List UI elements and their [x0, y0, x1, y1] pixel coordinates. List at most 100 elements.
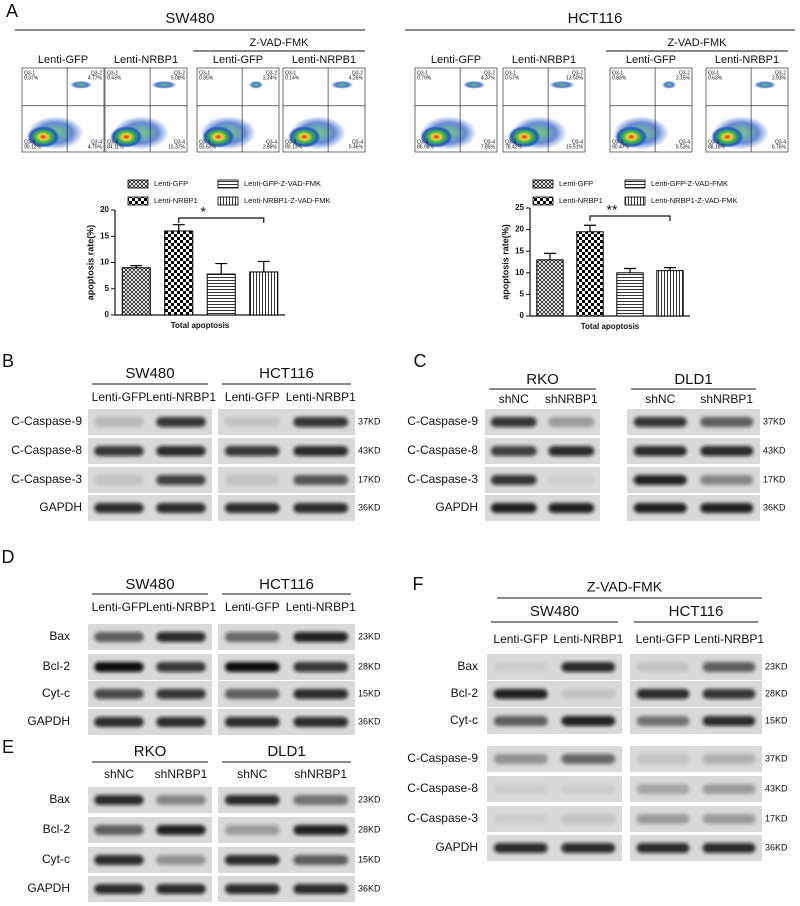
- band: [94, 717, 144, 727]
- error-bar: [257, 260, 270, 272]
- cell-cloud: [287, 125, 321, 148]
- group-header: HCT116: [669, 603, 724, 620]
- lane-label: Lenti-NRBP1: [286, 600, 356, 614]
- band: [293, 689, 349, 699]
- sample-label: Lenti-NRPB1: [292, 54, 356, 66]
- quadrant-name: Q3-3: [107, 139, 118, 145]
- y-tick-label: 15: [100, 231, 109, 240]
- band: [561, 754, 616, 764]
- y-tick-label: 15: [515, 246, 524, 255]
- group-header: HCT116: [259, 576, 314, 593]
- protein-label: C-Caspase-8: [11, 443, 82, 457]
- sample-label: Lenti-NRBP1: [512, 54, 576, 66]
- band: [636, 754, 690, 764]
- cell-cloud: [330, 80, 354, 89]
- quadrant-percent: 78.42%: [505, 144, 523, 150]
- size-label: 36KD: [358, 716, 381, 726]
- cell-cloud: [109, 125, 143, 148]
- group-header: SW480: [125, 576, 174, 593]
- cell-cloud: [151, 80, 177, 89]
- quadrant-percent: 7.85%: [481, 144, 496, 150]
- x-tick-label: Total apoptosis: [171, 321, 230, 330]
- error-bar: [664, 267, 676, 271]
- band: [293, 662, 349, 672]
- y-tick-label: 5: [105, 284, 110, 293]
- protein-label: Bcl-2: [451, 686, 479, 700]
- quadrant-name: Q3-2: [572, 70, 583, 76]
- quadrant-percent: 90.47%: [612, 144, 630, 150]
- quadrant-name: Q3-2: [484, 70, 495, 76]
- bar: [249, 271, 279, 316]
- band: [561, 662, 616, 672]
- protein-label: Bcl-2: [43, 659, 71, 673]
- protein-label: GAPDH: [27, 881, 70, 895]
- band: [548, 446, 595, 456]
- band: [702, 689, 756, 699]
- lane-label: shNC: [645, 392, 675, 406]
- band: [636, 843, 690, 853]
- quadrant-name: Q3-2: [775, 70, 786, 76]
- size-label: 36KD: [763, 502, 786, 512]
- cell-cloud: [710, 125, 744, 148]
- band: [561, 689, 616, 699]
- band: [490, 475, 537, 485]
- band: [548, 503, 595, 513]
- quadrant-percent: 0.88%: [612, 75, 627, 81]
- quadrant-percent: 90.13%: [285, 144, 303, 150]
- band: [94, 503, 144, 513]
- lane-label: Lenti-GFP: [92, 390, 147, 404]
- group-header: SW480: [125, 365, 174, 382]
- protein-label: Cyt-c: [450, 713, 478, 727]
- legend-swatch: [127, 196, 149, 206]
- quadrant-name: Q3-2: [679, 70, 690, 76]
- lane-label: Lenti-GFP: [493, 632, 548, 646]
- protein-label: C-Caspase-9: [407, 414, 478, 428]
- panel-label: B: [2, 351, 14, 371]
- quadrant-name: Q3-1: [612, 70, 623, 76]
- band: [636, 689, 690, 699]
- treatment-label: Z-VAD-FMK: [667, 37, 727, 49]
- size-label: 36KD: [358, 883, 381, 893]
- lane-label: Lenti-GFP: [225, 390, 280, 404]
- band: [633, 417, 687, 427]
- band: [156, 795, 206, 805]
- bar: [536, 259, 564, 317]
- cell-cloud: [753, 80, 777, 89]
- band: [293, 632, 349, 642]
- band: [224, 689, 280, 699]
- size-label: 23KD: [358, 631, 381, 641]
- size-label: 23KD: [765, 661, 788, 671]
- band: [224, 446, 280, 456]
- bar: [121, 267, 151, 316]
- size-label: 43KD: [763, 445, 786, 455]
- bar: [616, 272, 644, 317]
- bar: [206, 273, 236, 316]
- band: [493, 662, 548, 672]
- band: [94, 632, 144, 642]
- quadrant-name: Q3-2: [266, 70, 277, 76]
- protein-label: C-Caspase-3: [11, 472, 82, 486]
- band: [94, 446, 144, 456]
- sample-label: Lenti-GFP: [626, 54, 676, 66]
- band: [156, 417, 206, 427]
- band: [561, 784, 616, 794]
- panel-label: E: [2, 737, 14, 757]
- legend-swatch: [624, 179, 646, 189]
- error-bar: [544, 252, 556, 260]
- size-label: 23KD: [358, 794, 381, 804]
- band: [156, 475, 206, 485]
- band: [702, 784, 756, 794]
- band: [493, 843, 548, 853]
- band: [702, 716, 756, 726]
- quadrant-percent: 93.53%: [199, 144, 217, 150]
- band: [548, 417, 595, 427]
- protein-label: C-Caspase-9: [11, 414, 82, 428]
- band: [700, 417, 754, 427]
- size-label: 36KD: [765, 842, 788, 852]
- quadrant-name: Q3-1: [708, 70, 719, 76]
- band: [493, 689, 548, 699]
- quadrant-percent: 10.37%: [168, 144, 186, 150]
- quadrant-percent: 0.43%: [107, 75, 122, 81]
- band: [156, 632, 206, 642]
- y-tick-label: 20: [100, 205, 109, 214]
